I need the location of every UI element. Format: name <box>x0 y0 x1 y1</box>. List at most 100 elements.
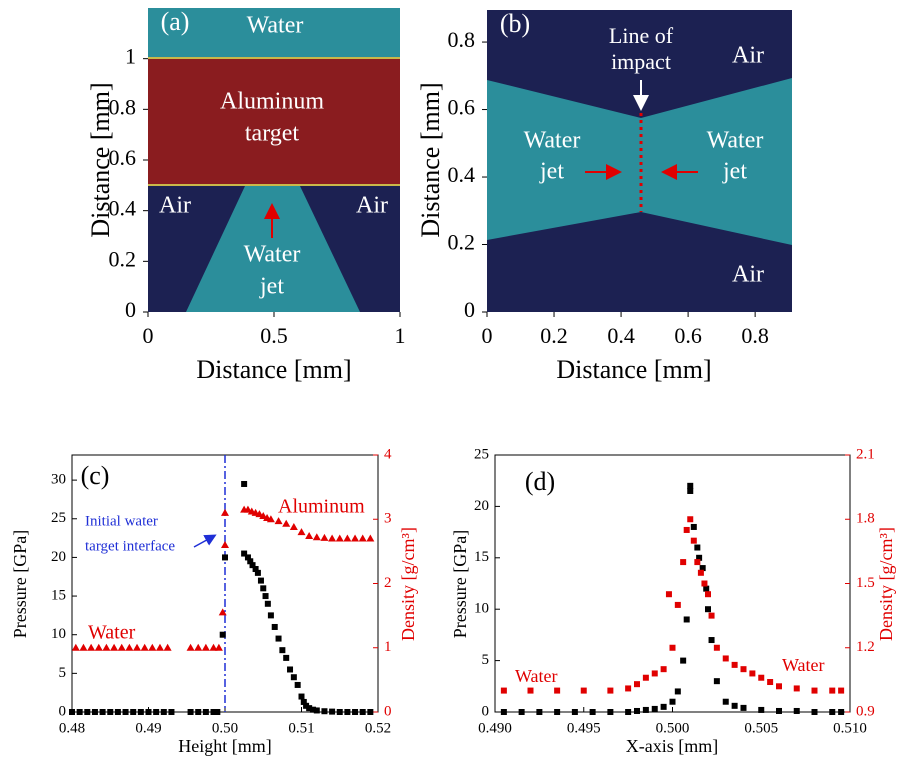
simulation-image-a <box>148 8 400 312</box>
y2-tick-label: 4 <box>384 446 392 462</box>
y2-tick-label: 1.8 <box>856 511 875 527</box>
x-tick-label: 0.5 <box>260 323 288 348</box>
data-point <box>731 661 738 668</box>
data-point <box>305 531 314 539</box>
data-point <box>696 554 703 561</box>
data-point <box>145 709 152 715</box>
data-point <box>274 517 283 525</box>
annotation: Air <box>732 43 764 69</box>
data-point <box>554 687 561 694</box>
x-tick-label: 0 <box>143 323 154 348</box>
data-point <box>358 534 367 542</box>
data-point <box>262 593 269 600</box>
data-point <box>289 522 298 530</box>
y-tick-label: 0 <box>125 297 136 322</box>
y2-tick-label: 2.1 <box>856 446 875 462</box>
data-point <box>829 709 836 715</box>
y-axis-label: Pressure [GPa] <box>10 530 30 638</box>
data-point <box>76 709 83 715</box>
y-tick-label: 10 <box>474 601 489 617</box>
data-point <box>252 566 259 573</box>
annotation: Line of <box>609 23 674 48</box>
y-tick-label: 0.6 <box>448 95 476 120</box>
data-point <box>776 707 782 714</box>
y2-axis-label: Density [g/cm³] <box>398 527 418 641</box>
data-point <box>758 706 765 713</box>
data-point <box>731 702 738 709</box>
data-point <box>665 591 672 598</box>
data-point <box>133 643 142 651</box>
data-point <box>91 709 98 715</box>
x-tick-label: 0.495 <box>567 720 601 736</box>
data-point <box>130 709 137 715</box>
data-point <box>669 644 676 651</box>
data-point <box>634 681 640 688</box>
x-tick-label: 0.49 <box>135 720 161 736</box>
data-point <box>155 643 164 651</box>
data-point <box>69 709 75 715</box>
y-tick-label: 0.2 <box>109 246 137 271</box>
data-point <box>758 674 765 681</box>
data-point <box>210 709 217 715</box>
data-point <box>247 558 254 565</box>
data-point <box>279 647 286 654</box>
data-point <box>202 709 209 715</box>
data-point <box>79 643 88 651</box>
y-tick-label: 15 <box>474 549 489 565</box>
y-tick-label: 15 <box>51 587 66 603</box>
annotation: Aluminum <box>278 496 365 518</box>
data-point <box>793 707 800 714</box>
y-tick-label: 25 <box>51 510 66 526</box>
data-point <box>254 569 261 576</box>
x-axis-label: Height [mm] <box>178 736 271 756</box>
data-point <box>257 577 264 584</box>
annotation: impact <box>611 49 671 74</box>
data-point <box>221 508 229 516</box>
data-point <box>110 643 119 651</box>
data-point <box>705 606 711 613</box>
data-point <box>705 591 711 598</box>
x-axis-label: Distance [mm] <box>196 355 351 384</box>
data-point <box>218 608 227 616</box>
data-point <box>651 705 658 712</box>
data-point <box>690 537 697 544</box>
data-point <box>708 637 715 644</box>
data-point <box>321 708 328 715</box>
data-point <box>303 702 310 709</box>
data-point <box>244 554 251 561</box>
data-point <box>669 698 676 705</box>
data-point <box>300 698 307 705</box>
y-tick-label: 0.4 <box>109 196 137 221</box>
data-point <box>187 709 194 715</box>
data-point <box>214 643 223 651</box>
x-axis-label: Distance [mm] <box>556 355 711 384</box>
data-point <box>571 709 578 715</box>
data-point <box>607 709 614 715</box>
data-point <box>309 706 316 713</box>
data-point <box>94 643 103 651</box>
data-point <box>186 643 195 651</box>
annotation: jet <box>259 274 284 300</box>
y-axis-label: Pressure [GPa] <box>450 530 470 638</box>
data-point <box>838 687 845 694</box>
data-point <box>740 666 747 673</box>
x-tick-label: 0 <box>482 323 493 348</box>
panel-label: (a) <box>161 7 190 36</box>
data-point <box>367 709 374 715</box>
data-point <box>500 687 507 694</box>
data-point <box>351 534 360 542</box>
y-tick-label: 0 <box>482 703 490 719</box>
y2-tick-label: 1.5 <box>856 575 875 591</box>
y-axis-label: Distance [mm] <box>86 82 115 237</box>
data-point <box>722 655 729 662</box>
data-point <box>209 643 218 651</box>
data-point <box>776 683 782 690</box>
annotation: jet <box>722 159 747 185</box>
data-point <box>697 569 704 576</box>
annotation: Water <box>782 655 825 675</box>
data-point <box>589 709 596 715</box>
data-point <box>793 685 800 692</box>
annotation: Aluminum <box>220 89 324 115</box>
data-point <box>84 709 91 715</box>
x-tick-label: 0.8 <box>741 323 769 348</box>
